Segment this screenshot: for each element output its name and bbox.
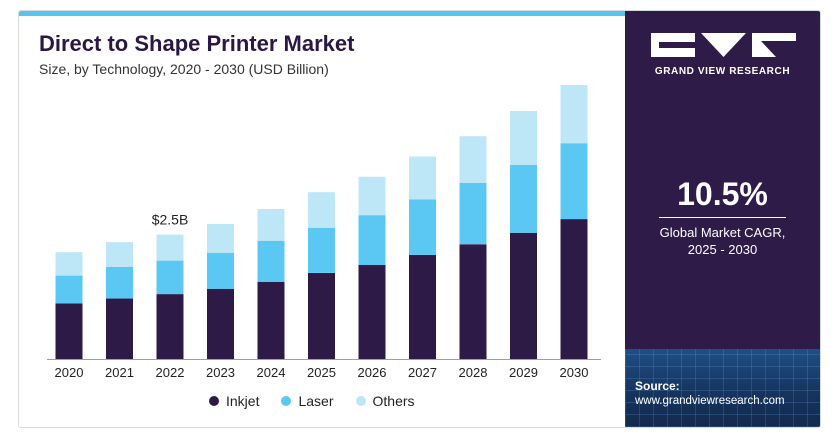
bar-inkjet-2024 [257,281,285,359]
cagr-label-line1: Global Market CAGR, [659,225,786,240]
bar-inkjet-2029 [510,232,537,359]
cagr-label: Global Market CAGR, 2025 - 2030 [625,224,820,258]
legend-item-others: Others [355,393,415,409]
x-tick-label: 2027 [408,365,437,380]
chart-card: Direct to Shape Printer Market Size, by … [18,10,821,428]
chart-legend: Inkjet Laser Others [209,393,415,409]
legend-label-laser: Laser [298,393,334,409]
bar-others-2030 [560,85,588,144]
x-tick-label: 2021 [105,365,134,380]
bar-others-2020 [55,252,83,276]
bar-laser-2027 [409,199,436,255]
bar-inkjet-2026 [358,265,386,359]
source-link[interactable]: www.grandviewresearch.com [635,395,785,407]
bar-inkjet-2030 [560,219,588,359]
bar-others-2022 [156,234,184,261]
source-background [625,349,820,427]
bar-laser-2024 [257,240,285,282]
bar-laser-2029 [510,164,537,233]
bar-laser-2021 [106,266,133,299]
cagr-value: 10.5% [677,176,768,212]
bar-inkjet-2028 [459,244,487,359]
legend-swatch-laser [281,396,292,406]
cagr-label-line2: 2025 - 2030 [687,242,758,257]
bar-laser-2030 [560,143,588,220]
legend-swatch-others [355,396,366,406]
bar-others-2025 [308,192,335,228]
bar-others-2027 [409,156,436,200]
bar-inkjet-2023 [207,288,234,359]
bar-inkjet-2021 [106,298,133,359]
bar-others-2021 [106,242,133,267]
chart-subtitle: Size, by Technology, 2020 - 2030 (USD Bi… [39,61,329,77]
x-tick-label: 2026 [358,365,387,380]
bar-laser-2025 [308,227,335,273]
bar-inkjet-2022 [156,294,184,359]
info-panel: GRAND VIEW RESEARCH 10.5% Global Market … [625,11,820,427]
x-tick-label: 2029 [509,365,538,380]
bar-others-2026 [358,176,386,216]
chart-title: Direct to Shape Printer Market [39,31,355,56]
bar-inkjet-2020 [55,303,83,359]
stacked-bar-plot: 2020 2021 2022 $2.5B 2023 2024 2025 2026 2027 202… [47,85,601,380]
x-tick-label: 2024 [257,365,286,380]
x-tick-label: 2020 [55,365,84,380]
x-tick-label: 2025 [307,365,336,380]
bar-others-2024 [257,209,285,241]
bar-others-2028 [459,136,487,183]
legend-item-laser: Laser [281,393,334,409]
source-label: Source: [635,379,680,393]
bar-laser-2028 [459,182,487,245]
accent-bar [19,11,625,16]
legend-label-others: Others [372,393,415,409]
legend-label-inkjet: Inkjet [226,393,260,409]
brand-logo-icon [651,33,796,57]
x-tick-label: 2023 [206,365,235,380]
bar-laser-2020 [55,275,83,304]
x-tick-label: 2022 [156,365,185,380]
grid-pattern [625,349,820,427]
x-tick-label: 2028 [459,365,488,380]
bar-laser-2023 [207,252,234,289]
bar-inkjet-2025 [308,273,335,359]
bar-laser-2022 [156,260,184,295]
bar-laser-2026 [358,215,386,265]
x-tick-label: 2030 [560,365,589,380]
bar-inkjet-2027 [409,254,436,359]
bar-others-2023 [207,224,234,253]
legend-item-inkjet: Inkjet [209,393,259,409]
cagr-divider [659,217,786,218]
bar-others-2029 [510,111,537,165]
data-label-2022: $2.5B [152,212,189,228]
brand-name: GRAND VIEW RESEARCH [654,66,791,77]
legend-swatch-inkjet [209,396,219,406]
